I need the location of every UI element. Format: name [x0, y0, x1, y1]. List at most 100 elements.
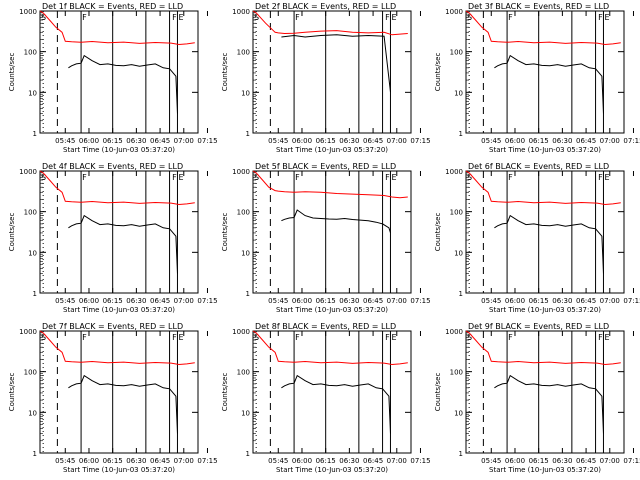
- x-tick-label: 06:30: [126, 457, 146, 465]
- marker-label: E: [604, 333, 609, 342]
- marker-label: S: [467, 333, 472, 342]
- events-series: [68, 214, 178, 274]
- x-tick-label: 06:45: [576, 297, 596, 305]
- marker-label: S: [467, 13, 472, 22]
- plot-frame: [465, 330, 625, 454]
- marker-label: F: [172, 333, 177, 342]
- panel-title: Det 6f BLACK = Events, RED = LLD: [468, 162, 609, 171]
- y-tick-label: 100: [24, 369, 37, 377]
- x-tick-label: 07:15: [410, 457, 430, 465]
- x-tick-label: 06:30: [126, 297, 146, 305]
- y-axis-label: Counts/sec: [434, 373, 442, 412]
- panel-3: Det 3f BLACK = Events, RED = LLD 1 10 100 10…: [434, 2, 640, 154]
- x-tick-label: 06:45: [363, 137, 383, 145]
- y-tick-label: 1000: [19, 328, 37, 336]
- x-tick-label: 07:00: [600, 457, 620, 465]
- y-tick-label: 10: [454, 249, 463, 257]
- marker-label: F: [598, 13, 603, 22]
- panel-title: Det 1f BLACK = Events, RED = LLD: [42, 2, 183, 11]
- marker-label: E: [178, 333, 183, 342]
- panel-5: Det 5f BLACK = Events, RED = LLD 1 10 100 10…: [221, 162, 431, 314]
- x-tick-label: 06:45: [363, 457, 383, 465]
- x-tick-label: 06:00: [292, 457, 312, 465]
- y-tick-label: 1000: [232, 8, 250, 16]
- panel-9: Det 9f BLACK = Events, RED = LLD 1 10 100 10…: [434, 322, 640, 474]
- x-tick-label: 06:45: [363, 297, 383, 305]
- x-tick-label: 06:30: [126, 137, 146, 145]
- x-tick-label: 06:15: [316, 297, 336, 305]
- y-tick-label: 100: [450, 49, 463, 57]
- y-axis-label: Counts/sec: [434, 53, 442, 92]
- marker-label: E: [604, 173, 609, 182]
- panel-title: Det 5f BLACK = Events, RED = LLD: [255, 162, 396, 171]
- events-series: [494, 214, 604, 274]
- x-tick-label: 05:45: [268, 297, 288, 305]
- x-tick-label: 06:30: [339, 297, 359, 305]
- y-tick-label: 1000: [232, 168, 250, 176]
- plot-frame: [39, 170, 199, 294]
- x-tick-label: 06:00: [505, 137, 525, 145]
- x-tick-label: 06:15: [103, 137, 123, 145]
- x-tick-label: 07:00: [174, 297, 194, 305]
- y-tick-label: 1000: [445, 8, 463, 16]
- lld-series: [465, 330, 621, 366]
- panel-title: Det 4f BLACK = Events, RED = LLD: [42, 162, 183, 171]
- marker-label: S: [41, 173, 46, 182]
- x-axis-label: Start Time (10-Jun-03 05:37:20): [489, 146, 601, 154]
- plot-frame: [465, 10, 625, 134]
- lld-series: [39, 10, 195, 46]
- y-tick-label: 1: [33, 130, 37, 138]
- lld-series: [252, 330, 408, 366]
- events-series: [68, 374, 178, 434]
- x-tick-label: 06:00: [292, 137, 312, 145]
- x-tick-label: 06:15: [529, 137, 549, 145]
- y-tick-label: 100: [237, 369, 250, 377]
- panel-title: Det 2f BLACK = Events, RED = LLD: [255, 2, 396, 11]
- y-tick-label: 10: [454, 409, 463, 417]
- y-tick-label: 1: [459, 130, 463, 138]
- y-tick-label: 100: [237, 209, 250, 217]
- x-tick-label: 06:15: [529, 457, 549, 465]
- panel-7: Det 7f BLACK = Events, RED = LLD 1 10 100 10…: [8, 322, 218, 474]
- x-tick-label: 06:15: [103, 457, 123, 465]
- marker-label: F: [172, 13, 177, 22]
- x-tick-label: 05:45: [481, 457, 501, 465]
- x-tick-label: 06:15: [103, 297, 123, 305]
- marker-label: F: [508, 333, 513, 342]
- marker-label: F: [508, 173, 513, 182]
- y-tick-label: 1: [459, 290, 463, 298]
- x-tick-label: 07:15: [197, 297, 217, 305]
- y-tick-label: 1: [459, 450, 463, 458]
- y-tick-label: 1: [246, 450, 250, 458]
- x-tick-label: 07:15: [197, 137, 217, 145]
- marker-label: S: [254, 333, 259, 342]
- marker-label: S: [467, 173, 472, 182]
- panel-1: Det 1f BLACK = Events, RED = LLD 1 10 100 10…: [8, 2, 218, 154]
- x-tick-label: 07:15: [410, 297, 430, 305]
- x-axis-label: Start Time (10-Jun-03 05:37:20): [276, 146, 388, 154]
- marker-label: F: [295, 13, 300, 22]
- lld-series: [252, 10, 408, 36]
- events-series: [494, 54, 604, 114]
- y-tick-label: 100: [24, 209, 37, 217]
- x-tick-label: 07:00: [174, 137, 194, 145]
- panel-title: Det 3f BLACK = Events, RED = LLD: [468, 2, 609, 11]
- y-tick-label: 10: [241, 89, 250, 97]
- x-tick-label: 06:00: [505, 297, 525, 305]
- marker-label: F: [82, 13, 87, 22]
- marker-label: S: [254, 13, 259, 22]
- y-tick-label: 100: [450, 209, 463, 217]
- marker-label: E: [178, 173, 183, 182]
- marker-label: F: [82, 333, 87, 342]
- marker-label: S: [254, 173, 259, 182]
- x-tick-label: 05:45: [268, 137, 288, 145]
- panel-6: Det 6f BLACK = Events, RED = LLD 1 10 100 10…: [434, 162, 640, 314]
- y-tick-label: 1000: [19, 168, 37, 176]
- x-tick-label: 07:15: [197, 457, 217, 465]
- panel-title: Det 9f BLACK = Events, RED = LLD: [468, 322, 609, 331]
- x-axis-label: Start Time (10-Jun-03 05:37:20): [489, 466, 601, 474]
- panel-title: Det 8f BLACK = Events, RED = LLD: [255, 322, 396, 331]
- x-tick-label: 05:45: [481, 137, 501, 145]
- x-tick-label: 06:45: [150, 297, 170, 305]
- y-tick-label: 10: [241, 409, 250, 417]
